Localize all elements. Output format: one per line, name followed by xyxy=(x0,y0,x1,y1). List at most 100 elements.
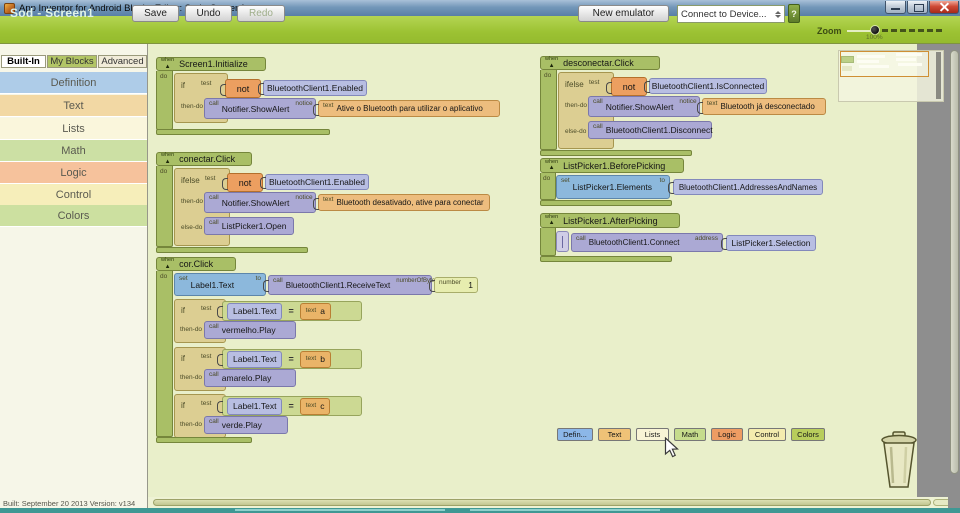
when-block-body[interactable] xyxy=(540,70,557,150)
socket-icon xyxy=(697,101,703,114)
trash-icon[interactable] xyxy=(877,431,921,491)
palette-button-definition[interactable]: Defin... xyxy=(557,428,593,441)
block-when-cor-click[interactable]: when ▲ cor.Click xyxy=(156,257,236,271)
block-call-notifier-showalert[interactable]: call Notifier.ShowAlert notice xyxy=(204,192,316,213)
zoom-slider-track[interactable] xyxy=(847,30,875,32)
palette-button-logic[interactable]: Logic xyxy=(711,428,743,441)
block-text-a[interactable]: text a xyxy=(299,302,331,320)
app-icon xyxy=(4,2,15,14)
block-text-ative-bluetooth[interactable]: text Ative o Bluetooth para utilizar o a… xyxy=(313,100,500,117)
block-listpicker1-selection[interactable]: ListPicker1.Selection xyxy=(721,235,816,251)
category-colors[interactable]: Colors xyxy=(0,205,147,227)
palette-button-lists[interactable]: Lists xyxy=(636,428,669,441)
palette-button-colors[interactable]: Colors xyxy=(791,428,825,441)
block-when-listpicker1-beforepicking[interactable]: when ▲ ListPicker1.BeforePicking xyxy=(540,158,684,173)
block-call-bluetoothclient1-connect[interactable]: call BluetoothClient1.Connect address xyxy=(571,233,723,252)
block-call-verde-play[interactable]: call verde.Play xyxy=(204,416,288,434)
when-block-body[interactable] xyxy=(156,271,173,437)
zoom-slider-knob[interactable] xyxy=(870,25,880,35)
collapse-arrow-icon: when ▲ xyxy=(545,213,559,227)
block-text-bluetooth-ja-desconectado[interactable]: text Bluetooth já desconectado xyxy=(697,98,826,115)
tab-built-in[interactable]: Built-In xyxy=(1,55,46,68)
block-label1-text-getter[interactable]: Label1.Text xyxy=(227,397,283,415)
category-lists[interactable]: Lists xyxy=(0,118,147,140)
vertical-scrollbar-thumb[interactable] xyxy=(949,50,959,474)
socket-icon xyxy=(721,238,727,250)
socket-icon xyxy=(260,177,266,189)
block-call-bluetoothclient1-receivetext[interactable]: call BluetoothClient1.ReceiveText number… xyxy=(263,275,438,295)
tab-my-blocks[interactable]: My Blocks xyxy=(47,55,97,68)
minimap-scrollbar[interactable] xyxy=(936,52,941,99)
block-bluetoothclient1-addressesandnames[interactable]: BluetoothClient1.AddressesAndNames xyxy=(668,179,823,195)
block-call-bluetoothclient1-disconnect[interactable]: call BluetoothClient1.Disconnect xyxy=(588,121,713,139)
when-block-foot[interactable] xyxy=(540,256,672,262)
block-call-amarelo-play[interactable]: call amarelo.Play xyxy=(204,369,296,387)
when-block-body[interactable] xyxy=(540,173,556,200)
minimap-block-glyph xyxy=(841,56,854,63)
when-block-body[interactable] xyxy=(156,166,173,247)
block-set-listpicker1-elements[interactable]: set ListPicker1.Elements to xyxy=(556,175,670,199)
maximize-icon xyxy=(914,4,924,12)
horizontal-scrollbar-thumb[interactable] xyxy=(153,499,931,506)
palette-button-text[interactable]: Text xyxy=(598,428,631,441)
when-block-foot[interactable] xyxy=(156,437,252,443)
block-equals-compare[interactable]: Label1.Text = text b xyxy=(217,349,362,369)
category-text[interactable]: Text xyxy=(0,95,147,117)
block-bluetoothclient1-enabled[interactable]: BluetoothClient1.Enabled xyxy=(258,80,367,96)
minimap-viewport[interactable] xyxy=(840,51,929,77)
block-not[interactable]: not xyxy=(606,77,647,96)
block-call-notifier-showalert[interactable]: call Notifier.ShowAlert notice xyxy=(588,96,700,117)
block-call-vermelho-play[interactable]: call vermelho.Play xyxy=(204,321,296,339)
palette-button-control[interactable]: Control xyxy=(748,428,786,441)
collapse-arrow-icon: when ▲ xyxy=(161,257,175,270)
zoom-value: 100% xyxy=(866,34,883,41)
block-text-bluetooth-desativado[interactable]: text Bluetooth desativado, ative para co… xyxy=(313,194,490,211)
save-button[interactable]: Save xyxy=(132,5,179,22)
block-when-listpicker1-afterpicking[interactable]: when ▲ ListPicker1.AfterPicking xyxy=(540,213,680,228)
block-number-1[interactable]: number 1 xyxy=(429,277,478,293)
category-logic[interactable]: Logic xyxy=(0,162,147,184)
do-label: do xyxy=(544,72,552,79)
when-block-foot[interactable] xyxy=(540,150,692,156)
when-block-foot[interactable] xyxy=(156,129,330,135)
block-bluetoothclient1-isconnected[interactable]: BluetoothClient1.IsConnected xyxy=(644,78,767,94)
palette-button-math[interactable]: Math xyxy=(674,428,706,441)
block-not[interactable]: not xyxy=(220,79,261,98)
phone-device-icon[interactable]: ? xyxy=(788,4,800,23)
minimize-button[interactable] xyxy=(885,1,906,14)
category-control[interactable]: Control xyxy=(0,184,147,206)
block-when-desconectar-click[interactable]: when ▲ desconectar.Click xyxy=(540,56,660,70)
collapse-arrow-icon: when ▲ xyxy=(161,57,175,70)
block-equals-compare[interactable]: Label1.Text = text c xyxy=(217,396,362,416)
scrollbar-corner xyxy=(948,497,960,508)
when-block-foot[interactable] xyxy=(156,247,308,253)
block-set-label1-text[interactable]: set Label1.Text to xyxy=(174,273,266,296)
maximize-button[interactable] xyxy=(907,1,928,14)
undo-button[interactable]: Undo xyxy=(185,5,232,22)
tab-advanced[interactable]: Advanced xyxy=(98,55,147,68)
block-text-b[interactable]: text b xyxy=(299,350,331,368)
when-block-foot[interactable] xyxy=(540,200,672,206)
zoom-slider-ticks[interactable] xyxy=(882,29,942,32)
minimap-block-glyph xyxy=(896,53,922,56)
close-button[interactable] xyxy=(929,1,959,14)
close-icon xyxy=(939,2,950,13)
collapse-arrow-icon: when ▲ xyxy=(161,152,175,165)
block-call-listpicker1-open[interactable]: call ListPicker1.Open xyxy=(204,217,294,235)
block-label1-text-getter[interactable]: Label1.Text xyxy=(227,350,283,368)
block-call-notifier-showalert[interactable]: call Notifier.ShowAlert notice xyxy=(204,98,316,119)
new-emulator-button[interactable]: New emulator xyxy=(578,5,669,22)
block-when-conectar-click[interactable]: when ▲ conectar.Click xyxy=(156,152,252,166)
block-bluetoothclient1-enabled[interactable]: BluetoothClient1.Enabled xyxy=(260,174,369,190)
block-text-c[interactable]: text c xyxy=(299,397,331,415)
block-empty-socket[interactable] xyxy=(556,231,569,252)
block-when-screen1-initialize[interactable]: when ▲ Screen1.Initialize xyxy=(156,57,266,71)
block-equals-compare[interactable]: Label1.Text = text a xyxy=(217,301,362,321)
category-math[interactable]: Math xyxy=(0,140,147,162)
when-block-body[interactable] xyxy=(540,228,556,256)
category-definition[interactable]: Definition xyxy=(0,72,147,94)
block-not[interactable]: not xyxy=(222,173,263,192)
redo-button[interactable]: Redo xyxy=(237,5,285,22)
block-label1-text-getter[interactable]: Label1.Text xyxy=(227,302,283,320)
connect-to-device-select[interactable]: Connect to Device... xyxy=(677,5,785,23)
